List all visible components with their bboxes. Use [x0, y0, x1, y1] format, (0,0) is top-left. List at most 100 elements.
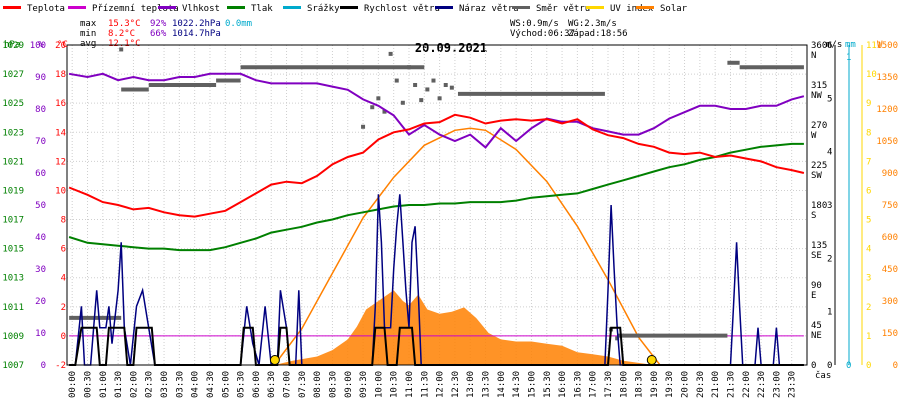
pressure-line	[68, 142, 804, 252]
chart-title: 20.09.2021	[415, 41, 487, 55]
temperature-line	[68, 113, 805, 218]
x-tick-label: 10:30	[390, 371, 400, 398]
axis-tick-label: 1200	[876, 105, 898, 115]
wind-dir-point	[413, 83, 418, 87]
x-tick-label: 11:00	[405, 371, 415, 398]
x-tick-label: 20:00	[681, 371, 691, 398]
axis-tick-label: 315	[811, 81, 827, 91]
x-tick-label: 22:00	[742, 371, 752, 398]
axis-tick-label: 150	[882, 329, 898, 339]
axis-tick-label: 0	[846, 361, 851, 371]
axis-tick-label: 60	[35, 169, 46, 179]
legend-swatch	[158, 6, 176, 9]
axis-tick-label: 5	[827, 94, 832, 104]
axis-tick-label: 600	[882, 233, 898, 243]
axis-tick-label: 300	[882, 297, 898, 307]
legend-label: Rychlost větru	[364, 4, 440, 14]
legend: Teplota Přízemní teplota Vlhkost Tlak Srážky…	[3, 4, 688, 14]
axis-tick-label: 80	[35, 105, 46, 115]
axis-tick-label: 50	[35, 201, 46, 211]
x-tick-label: 03:00	[160, 371, 170, 398]
axis-unit-pct: %	[38, 40, 44, 50]
axis-tick-label: 1350	[876, 73, 898, 83]
x-tick-label: 21:30	[726, 371, 736, 398]
x-tick-label: 05:30	[237, 371, 247, 398]
wind-dir-point	[370, 105, 375, 110]
uv-marker	[646, 355, 657, 365]
x-tick-label: 14:00	[497, 371, 507, 398]
axis-unit-degc: °C	[57, 40, 68, 50]
x-tick-label: 02:30	[145, 371, 155, 398]
axis-tick-label: 450	[882, 265, 898, 275]
axis-tick-label: 1023	[2, 128, 24, 138]
humidity-line	[68, 72, 805, 149]
x-tick-label: 15:00	[527, 371, 537, 398]
x-tick-label: 06:00	[252, 371, 262, 398]
x-tick-label: 17:00	[589, 371, 599, 398]
axis-tick-label: 360	[811, 41, 827, 51]
axis-tick-label: 1025	[2, 99, 24, 109]
axis-tick-label: 100	[30, 41, 46, 51]
axis-tick-label: 10	[866, 70, 877, 80]
legend-swatch	[435, 6, 453, 9]
axis-tick-label: 70	[35, 137, 46, 147]
axis-dir-name: N	[811, 51, 816, 61]
axis-tick-label: 6	[866, 186, 871, 196]
wind-dir-point	[419, 98, 424, 103]
axis-tick-label: 2	[61, 303, 66, 313]
axis-tick-label: 1017	[2, 216, 24, 226]
axis-tick-label: 1019	[2, 186, 24, 196]
axis-tick-label: 90	[811, 281, 822, 291]
x-tick-label: 23:30	[788, 371, 798, 398]
wind-speed-stat: WS:0.9m/s	[510, 19, 559, 29]
legend-swatch	[3, 6, 21, 9]
stat-value: 0.0mm	[225, 19, 252, 29]
axis-tick-label: 135	[811, 241, 827, 251]
x-tick-label: 14:30	[512, 371, 522, 398]
x-tick-label: 13:00	[466, 371, 476, 398]
wind-dir-point	[361, 124, 366, 129]
wind-dir-point	[394, 78, 399, 83]
axis-tick-label: 8	[61, 216, 66, 226]
axis-tick-label: 3	[866, 274, 871, 284]
axis-tick-label: 1015	[2, 245, 24, 255]
x-tick-label: 00:30	[84, 371, 94, 398]
stat-value: 12.1°C	[108, 39, 141, 49]
sunrise-stat: Východ:06:37	[510, 29, 575, 39]
legend-swatch	[283, 6, 301, 9]
x-tick-label: 13:30	[482, 371, 492, 398]
solar-measured-area	[274, 290, 654, 365]
x-tick-label: 03:30	[175, 371, 185, 398]
legend-label: Vlhkost	[182, 4, 220, 14]
axis-dir-name: SE	[811, 251, 822, 261]
axis-tick-label: 7	[866, 157, 871, 167]
axis-tick-label: 9	[866, 99, 871, 109]
axis-tick-label: 0	[41, 361, 46, 371]
axis-tick-label: 14	[55, 128, 66, 138]
axis-tick-label: 1009	[2, 332, 24, 342]
axis-tick-label: 6	[61, 245, 66, 255]
axis-tick-label: 45	[811, 321, 822, 331]
wind-dir-point	[443, 83, 448, 87]
axis-tick-label: 1	[827, 308, 832, 318]
x-tick-label: 17:30	[604, 371, 614, 398]
axis-tick-label: 2	[866, 303, 871, 313]
x-tick-label: 01:00	[99, 371, 109, 398]
legend-swatch	[227, 6, 245, 9]
x-tick-label: 00:00	[68, 371, 78, 398]
stat-value: 66%	[150, 29, 167, 39]
axis-tick-label: 1	[866, 332, 871, 342]
axis-time: 00:00 00:30 01:00 01:30 02:00 02:30 03:00 03:30…	[68, 371, 797, 398]
x-tick-label: 16:30	[573, 371, 583, 398]
x-tick-label: 19:30	[665, 371, 675, 398]
axis-tick-label: 30	[35, 265, 46, 275]
uv-marker	[269, 355, 280, 365]
x-tick-label: 05:00	[221, 371, 231, 398]
x-tick-label: 18:00	[619, 371, 629, 398]
x-tick-label: 18:30	[635, 371, 645, 398]
stat-value: 1014.7hPa	[172, 29, 221, 39]
axis-dir-name: NW	[811, 91, 822, 101]
